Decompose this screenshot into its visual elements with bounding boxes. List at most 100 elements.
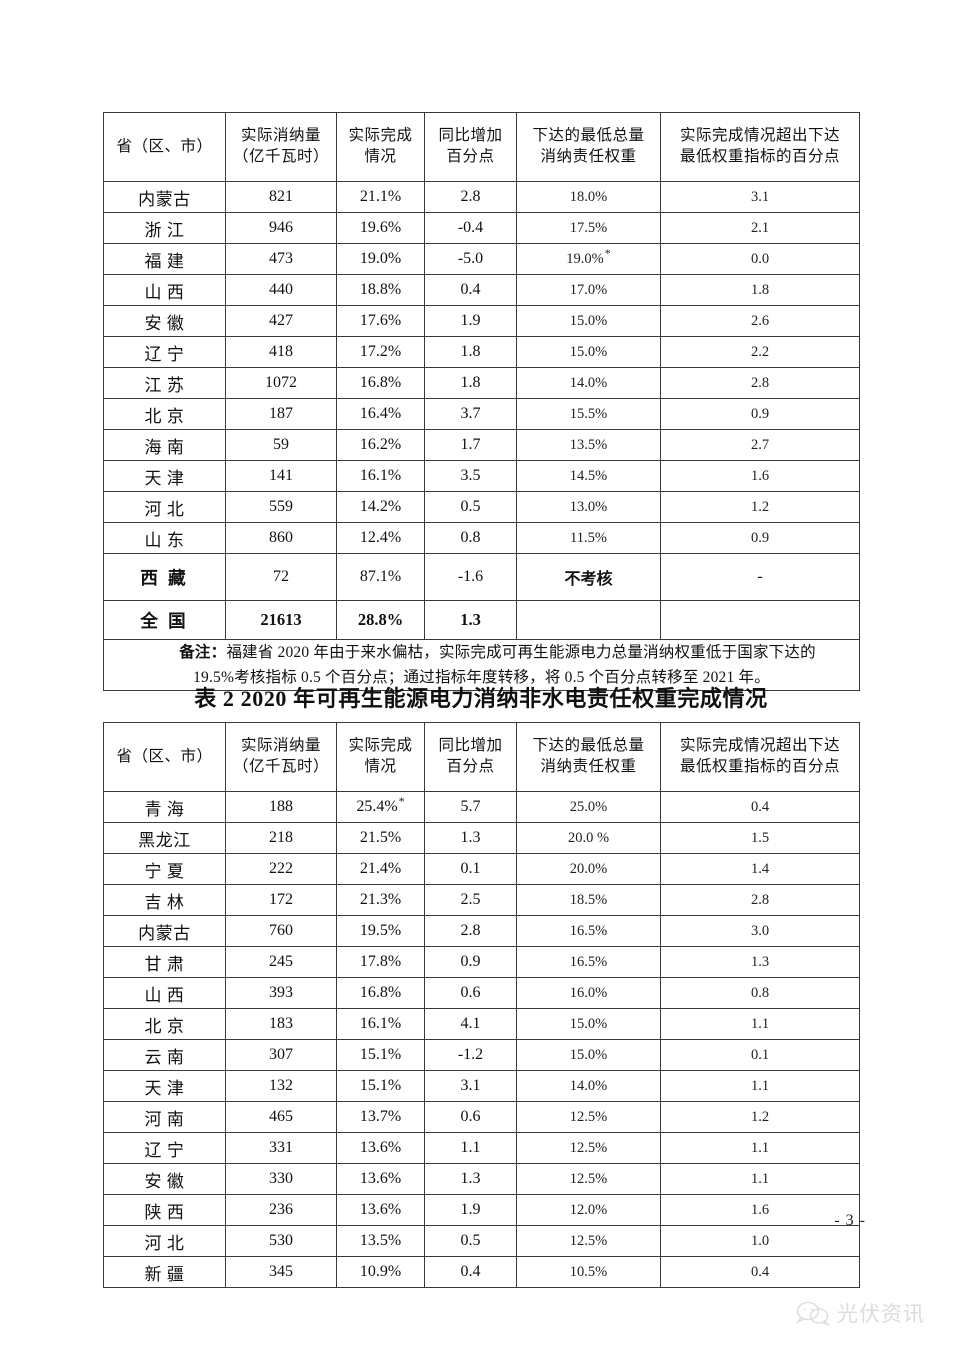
col-header-minimum-line2: 消纳责任权重 (540, 148, 637, 165)
cell-yoy: -1.2 (424, 1039, 517, 1071)
cell-actual-consumption: 141 (225, 460, 337, 492)
cell-completion: 13.7% (336, 1101, 425, 1133)
cell-completion: 21.4% (336, 853, 425, 885)
cell-excess: 1.4 (660, 853, 860, 885)
cell-completion: 21.5% (336, 822, 425, 854)
cell-yoy: 1.3 (424, 1163, 517, 1195)
cell-actual-consumption: 946 (225, 212, 337, 244)
table-row: 北 京 183 16.1% 4.1 15.0% 1.1 (103, 1008, 860, 1040)
cell-actual-consumption: 418 (225, 336, 337, 368)
cell-minimum-quota: 13.0% (516, 491, 661, 523)
col-header-completion-line1: 实际完成 (348, 737, 413, 755)
cell-actual-consumption: 559 (225, 491, 337, 523)
cell-actual-consumption: 172 (225, 884, 337, 916)
cell-completion: 18.8% (336, 274, 425, 306)
cell-minimum-quota: 15.5% (516, 398, 661, 430)
cell-actual-consumption: 307 (225, 1039, 337, 1071)
col-header-yoy: 同比增加 百分点 (424, 722, 517, 792)
table-row: 内蒙古 821 21.1% 2.8 18.0% 3.1 (103, 181, 860, 213)
cell-excess: 1.2 (660, 1101, 860, 1133)
table-row: 浙 江 946 19.6% -0.4 17.5% 2.1 (103, 212, 860, 244)
cell-minimum-quota: 16.0% (516, 977, 661, 1009)
cell-province: 全 国 (103, 600, 226, 640)
cell-completion: 87.1% (336, 553, 425, 601)
cell-actual-consumption: 860 (225, 522, 337, 554)
col-header-province: 省（区、市） (103, 722, 226, 792)
table-row: 海 南 59 16.2% 1.7 13.5% 2.7 (103, 429, 860, 461)
col-header-actual-consumption: 实际消纳量 （亿千瓦时） (225, 112, 337, 182)
col-header-completion-line2: 情况 (364, 148, 397, 165)
cell-completion: 19.5% (336, 915, 425, 947)
table2-body: 青 海 188 25.4%* 5.7 25.0% 0.4 黑龙江 218 21.5% 1.3 20.… (103, 791, 860, 1288)
cell-excess: 0.9 (660, 398, 860, 430)
cell-excess: - (660, 553, 860, 601)
cell-actual-consumption: 222 (225, 853, 337, 885)
table-row: 山 西 393 16.8% 0.6 16.0% 0.8 (103, 977, 860, 1009)
col-header-province: 省（区、市） (103, 112, 226, 182)
cell-province: 辽 宁 (103, 336, 226, 368)
cell-actual-consumption: 331 (225, 1132, 337, 1164)
cell-yoy: 0.4 (424, 1256, 517, 1288)
cell-completion: 16.1% (336, 460, 425, 492)
cell-actual-consumption: 1072 (225, 367, 337, 399)
table-footnote-row: 备注：福建省 2020 年由于来水偏枯，实际完成可再生能源电力总量消纳权重低于国… (103, 638, 860, 692)
cell-minimum-quota: 19.0%* (516, 243, 661, 275)
cell-minimum-quota: 13.5% (516, 429, 661, 461)
cell-minimum-quota: 25.0% (516, 791, 661, 823)
cell-province: 山 西 (103, 274, 226, 306)
cell-actual-consumption: 760 (225, 915, 337, 947)
cell-province: 内蒙古 (103, 915, 226, 947)
table-row: 甘 肃 245 17.8% 0.9 16.5% 1.3 (103, 946, 860, 978)
cell-province: 河 北 (103, 1225, 226, 1257)
cell-actual-consumption: 330 (225, 1163, 337, 1195)
cell-province: 甘 肃 (103, 946, 226, 978)
cell-actual-consumption: 188 (225, 791, 337, 823)
cell-completion: 25.4%* (336, 791, 425, 823)
cell-completion: 14.2% (336, 491, 425, 523)
cell-province: 新 疆 (103, 1256, 226, 1288)
cell-minimum-quota: 10.5% (516, 1256, 661, 1288)
cell-actual-consumption: 187 (225, 398, 337, 430)
cell-province: 北 京 (103, 398, 226, 430)
cell-excess: 2.8 (660, 367, 860, 399)
cell-minimum-quota: 15.0% (516, 336, 661, 368)
cell-completion: 16.4% (336, 398, 425, 430)
col-header-minimum-quota: 下达的最低总量 消纳责任权重 (516, 112, 661, 182)
table-row: 宁 夏 222 21.4% 0.1 20.0% 1.4 (103, 853, 860, 885)
col-header-excess: 实际完成情况超出下达 最低权重指标的百分点 (660, 722, 860, 792)
cell-excess: 1.2 (660, 491, 860, 523)
cell-yoy: 1.8 (424, 367, 517, 399)
col-header-completion: 实际完成 情况 (336, 722, 425, 792)
cell-minimum-quota: 14.0% (516, 367, 661, 399)
cell-minimum-quota: 14.0% (516, 1070, 661, 1102)
cell-yoy: 1.3 (424, 600, 517, 640)
cell-minimum-quota: 12.5% (516, 1225, 661, 1257)
cell-actual-consumption: 183 (225, 1008, 337, 1040)
renewable-total-quota-table: 省（区、市） 实际消纳量 （亿千瓦时） 实际完成 情况 同比增加 百分点 (103, 112, 860, 692)
cell-yoy: 4.1 (424, 1008, 517, 1040)
cell-actual-consumption: 236 (225, 1194, 337, 1226)
cell-actual-consumption: 440 (225, 274, 337, 306)
table-row: 陕 西 236 13.6% 1.9 12.0% 1.6 (103, 1194, 860, 1226)
table-row: 云 南 307 15.1% -1.2 15.0% 0.1 (103, 1039, 860, 1071)
cell-excess: 1.6 (660, 460, 860, 492)
cell-actual-consumption: 530 (225, 1225, 337, 1257)
cell-province: 天 津 (103, 460, 226, 492)
col-header-minimum-line1: 下达的最低总量 (532, 737, 645, 755)
table1-container: 省（区、市） 实际消纳量 （亿千瓦时） 实际完成 情况 同比增加 百分点 (103, 112, 860, 692)
table2-header-row: 省（区、市） 实际消纳量 （亿千瓦时） 实际完成 情况 同比增加 百分点 (103, 722, 860, 792)
cell-province: 辽 宁 (103, 1132, 226, 1164)
col-header-yoy-line1: 同比增加 (438, 127, 503, 145)
cell-completion: 19.0% (336, 243, 425, 275)
cell-completion: 16.8% (336, 977, 425, 1009)
cell-completion: 16.2% (336, 429, 425, 461)
cell-excess: 0.4 (660, 791, 860, 823)
cell-excess (660, 600, 860, 640)
col-header-minimum-line1: 下达的最低总量 (532, 127, 645, 145)
cell-yoy: -1.6 (424, 553, 517, 601)
cell-minimum-quota: 12.5% (516, 1101, 661, 1133)
cell-minimum-quota: 12.0% (516, 1194, 661, 1226)
cell-actual-consumption: 245 (225, 946, 337, 978)
cell-province: 山 西 (103, 977, 226, 1009)
